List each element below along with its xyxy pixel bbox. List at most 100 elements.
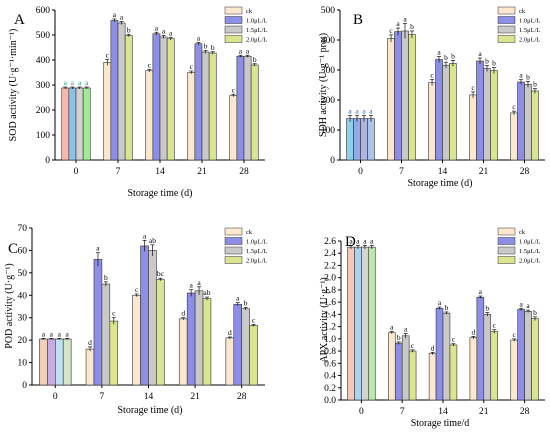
significance-letter: a	[479, 287, 483, 296]
bar-b-d0-s3	[367, 118, 375, 161]
significance-letter: c	[411, 341, 415, 350]
significance-letter: a	[162, 27, 166, 36]
significance-letter: bc	[157, 269, 165, 278]
legend-label: 2.0μL/L	[519, 258, 540, 265]
legend-label: 1.5μL/L	[519, 248, 540, 255]
legend-swatch	[497, 246, 516, 255]
bar-b-d14-s2	[442, 64, 450, 161]
significance-letter: d	[88, 338, 92, 347]
x-axis-title: Storage time/d	[411, 418, 470, 429]
legend: ck 1.0μL/L 1.5μL/L 2.0μL/L	[497, 227, 540, 265]
legend-label: 2.0μL/L	[519, 37, 540, 44]
bar-b-d21-s0	[469, 94, 477, 161]
significance-letter: b	[526, 72, 530, 81]
legend-swatch	[224, 256, 243, 264]
significance-letter: a	[113, 10, 117, 19]
bar-c-d21-s1	[186, 292, 196, 386]
significance-letter: b	[127, 25, 131, 34]
bar-c-d7-s0	[85, 348, 95, 386]
bar-a-d14-s2	[159, 36, 168, 161]
significance-letter: b	[485, 57, 489, 66]
y-tick-label: 10	[18, 359, 28, 369]
panel-letter: A	[14, 12, 25, 28]
y-tick-label: 0.6	[324, 359, 336, 369]
bar-c-d21-s0	[178, 318, 188, 386]
significance-letter: a	[396, 19, 400, 28]
bar-d-d7-s2	[401, 335, 410, 401]
bar-d-d0-s0	[347, 246, 355, 401]
significance-letter: a	[349, 236, 353, 245]
bar-b-d14-s0	[428, 82, 436, 161]
significance-letter: a	[390, 323, 394, 332]
significance-letter: a	[155, 23, 159, 32]
significance-letter: c	[513, 330, 517, 339]
significance-letter: b	[397, 333, 401, 342]
y-tick-label: 1.8	[324, 286, 336, 296]
significance-letter: c	[232, 85, 236, 94]
bar-c-d21-s3	[202, 298, 212, 386]
significance-letter: a	[239, 46, 243, 55]
bar-d-d28-s1	[517, 309, 525, 401]
x-axis-title: Storage time (d)	[128, 188, 193, 199]
legend-swatch	[497, 256, 516, 264]
legend-swatch	[497, 6, 516, 15]
significance-letter: a	[78, 78, 82, 87]
significance-letter: a	[42, 329, 46, 338]
significance-letter: d	[181, 309, 185, 318]
bar-b-d21-s3	[490, 70, 498, 161]
bar-a-d21-s2	[201, 51, 210, 161]
y-tick-label: 1.4	[324, 310, 336, 320]
y-tick-label: 200	[36, 106, 51, 116]
x-tick-label: 7	[116, 167, 121, 177]
bar-d-d28-s3	[531, 318, 539, 401]
x-tick-label: 14	[438, 167, 448, 177]
bar-d-d28-s2	[524, 311, 532, 401]
legend-swatch	[497, 16, 516, 24]
significance-letter: c	[512, 102, 516, 111]
y-axis-title: SDH activity (U·g⁻¹ prot)	[318, 33, 329, 137]
bar-a-d21-s1	[194, 43, 203, 161]
bar-a-d28-s2	[243, 55, 252, 161]
significance-letter: a	[236, 294, 240, 303]
y-axis-title: APX activity (U·g⁻¹)	[319, 277, 330, 362]
bar-d-d14-s1	[435, 307, 444, 401]
significance-letter: a	[85, 78, 89, 87]
significance-letter: a	[50, 329, 54, 338]
legend-label: ck	[246, 229, 253, 236]
significance-letter: d	[431, 343, 435, 352]
bar-a-d0-s3	[82, 87, 91, 161]
significance-letter: a	[120, 13, 124, 22]
bar-a-d14-s0	[145, 70, 154, 161]
legend-swatch	[224, 6, 243, 15]
bar-c-d7-s2	[101, 283, 111, 386]
bar-c-d0-s3	[62, 338, 72, 386]
significance-letter: c	[389, 26, 393, 35]
legend-label: 1.0μL/L	[246, 18, 267, 25]
significance-letter: a	[356, 236, 360, 245]
panel-letter: C	[8, 241, 18, 257]
significance-letter: b	[211, 43, 215, 52]
bar-a-d7-s0	[103, 62, 112, 161]
bar-a-d7-s1	[110, 20, 119, 161]
significance-letter: ab	[203, 288, 210, 297]
legend-label: 1.0μL/L	[519, 18, 540, 25]
bar-c-d14-s3	[156, 279, 165, 386]
legend-label: 1.0μL/L	[246, 239, 267, 246]
x-tick-label: 14	[438, 407, 448, 417]
y-tick-label: 40	[18, 291, 28, 301]
significance-letter: b	[410, 22, 414, 31]
bar-b-d7-s0	[387, 38, 395, 161]
bar-b-d21-s2	[483, 68, 491, 161]
bar-b-d0-s0	[346, 118, 354, 161]
y-tick-label: 50	[18, 269, 28, 279]
y-tick-label: 60	[18, 246, 28, 256]
significance-letter: b	[485, 304, 489, 313]
x-tick-label: 0	[359, 407, 364, 417]
legend-label: 1.5μL/L	[519, 27, 540, 34]
significance-letter: b	[451, 51, 455, 60]
bar-a-d14-s1	[152, 33, 161, 161]
x-tick-label: 0	[74, 167, 79, 177]
panel-letter: B	[353, 12, 363, 28]
significance-letter: c	[430, 71, 434, 80]
